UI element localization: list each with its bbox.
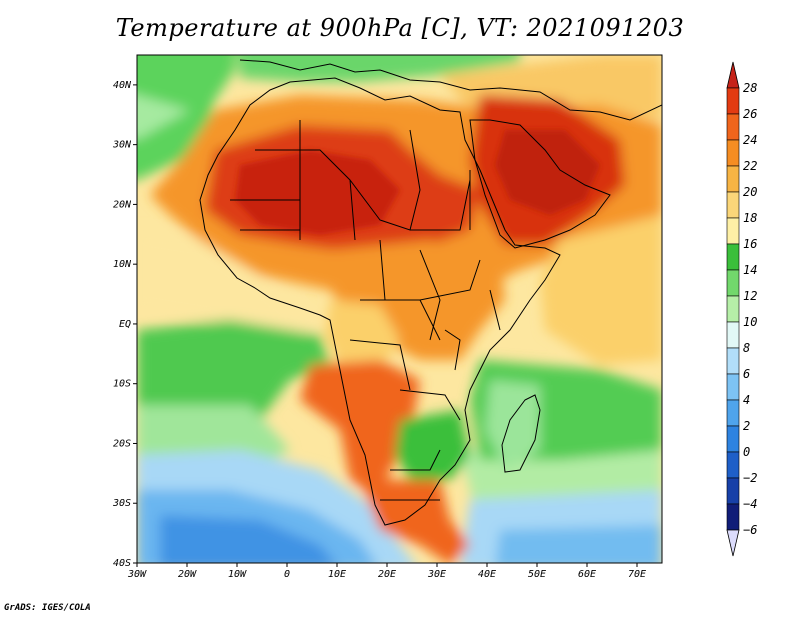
country-borders — [230, 120, 501, 501]
colorbar-swatch — [726, 321, 740, 349]
field-madagascar-light — [485, 380, 540, 470]
colorbar-swatch — [726, 373, 740, 401]
field-angola-orange — [300, 360, 420, 500]
lon-tick-label: 10W — [228, 569, 247, 580]
map-title: Temperature at 900hPa [C], VT: 202109120… — [115, 14, 685, 42]
colorbar-swatch — [726, 243, 740, 271]
colorbar-label: 26 — [743, 107, 757, 121]
colorbar-label: 10 — [743, 315, 757, 329]
colorbar-label: 24 — [743, 133, 757, 147]
lon-tick-label: 30E — [427, 569, 446, 580]
colorbar-under-arrow — [726, 529, 740, 557]
lat-tick-label: 30S — [112, 498, 131, 509]
lat-tick-label: 20S — [113, 438, 131, 449]
field-atlantic-north-green — [137, 55, 235, 180]
colorbar-label: 12 — [743, 289, 757, 303]
field-indian-south-blue — [495, 525, 662, 563]
colorbar-label: 8 — [743, 341, 750, 355]
colorbar-swatch — [726, 451, 740, 479]
field-mediterranean-green — [236, 55, 520, 82]
lat-tick-label: 10S — [113, 379, 131, 390]
colorbar-label: 4 — [743, 393, 750, 407]
lat-tick-label: 10N — [113, 259, 132, 270]
field-south-atlantic-green — [137, 320, 330, 430]
lon-tick-label: 60E — [578, 569, 596, 580]
lat-tick-label: EQ — [119, 319, 131, 330]
colorbar-label: 16 — [743, 237, 757, 251]
colorbar-swatch — [726, 347, 740, 375]
colorbar-swatch — [726, 165, 740, 193]
colorbar-swatch — [726, 269, 740, 297]
colorbar-swatch — [726, 477, 740, 505]
lon-tick-label: 20W — [178, 569, 197, 580]
colorbar-swatch — [726, 113, 740, 141]
colorbar-label: 14 — [743, 263, 757, 277]
colorbar-swatch — [726, 217, 740, 245]
temperature-field — [137, 55, 662, 563]
lon-tick-label: 0 — [284, 569, 290, 580]
colorbar-label: 0 — [743, 445, 750, 459]
colorbar-swatch — [726, 503, 740, 531]
colorbar-label: 28 — [743, 81, 757, 95]
lat-tick-label: 20N — [113, 199, 132, 210]
colorbar-label: −6 — [743, 523, 757, 537]
colorbar-swatch — [726, 87, 740, 115]
lon-tick-label: 40E — [478, 569, 496, 580]
colorbar-label: 2 — [743, 419, 750, 433]
colorbar-swatch — [726, 295, 740, 323]
plot-frame — [136, 54, 663, 564]
colorbar-swatch — [726, 425, 740, 453]
colorbar-label: −2 — [743, 471, 757, 485]
lon-tick-label: 70E — [628, 569, 646, 580]
lat-axis: 40N 30N 20N 10N EQ 10S 20S 30S 40S — [112, 80, 137, 569]
colorbar-label: 6 — [743, 367, 750, 381]
lat-tick-label: 40N — [113, 80, 132, 91]
field-sahara-core — [235, 150, 400, 235]
lon-tick-label: 10E — [328, 569, 346, 580]
field-arabian-sea-yellow — [540, 215, 662, 365]
lon-axis: 30W 20W 10W 0 10E 20E 30E 40E 50E 60E 70E — [127, 563, 646, 580]
field-guinea-light — [137, 230, 320, 335]
coastlines-and-borders — [199, 59, 662, 526]
colorbar-label: 18 — [743, 211, 757, 225]
colorbar-label: −4 — [743, 497, 757, 511]
lat-tick-label: 30N — [112, 140, 132, 151]
field-south-africa-orange — [360, 480, 470, 563]
grads-credit: GrADS: IGES/COLA — [4, 603, 91, 613]
lon-tick-label: 20E — [378, 569, 396, 580]
field-congo-yellow — [325, 300, 400, 370]
colorbar-label: 22 — [743, 159, 757, 173]
colorbar-swatch — [726, 399, 740, 427]
field-atlantic-north-light — [137, 94, 190, 140]
lon-tick-label: 50E — [528, 569, 546, 580]
lat-tick-label: 40S — [113, 558, 131, 569]
lon-tick-label: 30W — [127, 569, 147, 580]
arabia-coastline — [469, 119, 611, 249]
africa-coastline — [199, 77, 561, 526]
colorbar-swatch — [726, 191, 740, 219]
field-arabia-core — [495, 130, 600, 215]
colorbar-swatch — [726, 139, 740, 167]
madagascar-coastline — [501, 394, 541, 473]
field-southern-africa-green — [395, 410, 470, 480]
europe-coastline — [239, 59, 662, 121]
colorbar-over-arrow — [726, 61, 740, 89]
field-southern-deepblue — [160, 515, 335, 563]
colorbar-label: 20 — [743, 185, 757, 199]
